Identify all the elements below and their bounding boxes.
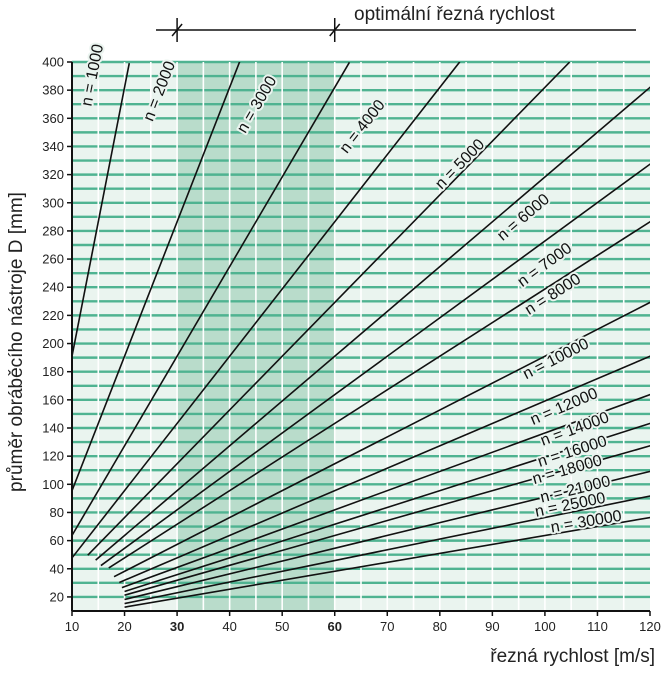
x-tick-label: 110 — [587, 619, 608, 634]
rpm-line — [87, 62, 571, 556]
rpm-line — [108, 220, 650, 569]
rpm-line — [72, 62, 461, 560]
rpm-line — [100, 163, 650, 567]
y-tick-label: 240 — [42, 280, 64, 295]
y-tick-label: 400 — [42, 55, 64, 70]
y-tick-label: 280 — [42, 223, 64, 238]
rpm-line — [95, 86, 650, 561]
x-tick-label: 120 — [639, 619, 661, 634]
x-tick-label: 20 — [117, 619, 131, 634]
rpm-line — [124, 470, 650, 601]
y-tick-label: 380 — [42, 83, 64, 98]
grid — [72, 60, 650, 611]
rpm-line — [72, 62, 351, 538]
rpm-line — [118, 355, 650, 584]
y-tick-label: 260 — [42, 252, 64, 267]
rpm-line — [72, 62, 241, 493]
y-tick-label: 120 — [42, 449, 64, 464]
x-tick-label: 100 — [534, 619, 556, 634]
rpm-line-set — [72, 62, 650, 608]
x-tick-label: 70 — [380, 619, 394, 634]
y-tick-label: 320 — [42, 167, 64, 182]
x-tick-label: 90 — [485, 619, 499, 634]
bracket-slash — [329, 23, 341, 37]
y-axis-title: průměr obráběcího nástroje D [mm] — [6, 192, 27, 492]
x-tick-label: 50 — [275, 619, 289, 634]
tick-labels: 20 40 60 80 100 120 140 160 180 200 220 240 260 280 30… — [42, 55, 661, 635]
y-tick-label: 100 — [42, 477, 64, 492]
x-tick-label: 40 — [222, 619, 236, 634]
y-tick-label: 20 — [50, 589, 64, 604]
y-tick-label: 60 — [50, 533, 64, 548]
y-tick-label: 80 — [50, 505, 64, 520]
optimal-speed-bracket — [156, 18, 636, 42]
y-tick-label: 220 — [42, 308, 64, 323]
y-tick-label: 360 — [42, 111, 64, 126]
bracket-slash — [171, 23, 183, 37]
y-tick-label: 340 — [42, 139, 64, 154]
rpm-line — [124, 516, 650, 608]
axes — [71, 62, 650, 612]
y-tick-label: 180 — [42, 364, 64, 379]
optimal-speed-label: optimální řezná rychlost — [354, 4, 555, 25]
rpm-lines — [72, 62, 650, 608]
x-tick-label: 10 — [65, 619, 79, 634]
y-tick-label: 200 — [42, 336, 64, 351]
rpm-line — [113, 301, 650, 578]
y-tick-label: 40 — [50, 561, 64, 576]
x-tick-label: 30 — [170, 619, 184, 634]
rpm-line — [124, 495, 650, 605]
x-axis-title: řezná rychlost [m/s] — [490, 646, 655, 667]
rpm-line — [124, 422, 650, 593]
y-tick-label: 160 — [42, 392, 64, 407]
rpm-line — [121, 393, 650, 589]
y-tick-label: 300 — [42, 195, 64, 210]
rpm-line — [72, 63, 131, 361]
x-tick-label: 80 — [433, 619, 447, 634]
x-tick-label: 60 — [327, 619, 341, 634]
rpm-line — [124, 445, 650, 596]
y-tick-label: 140 — [42, 421, 64, 436]
